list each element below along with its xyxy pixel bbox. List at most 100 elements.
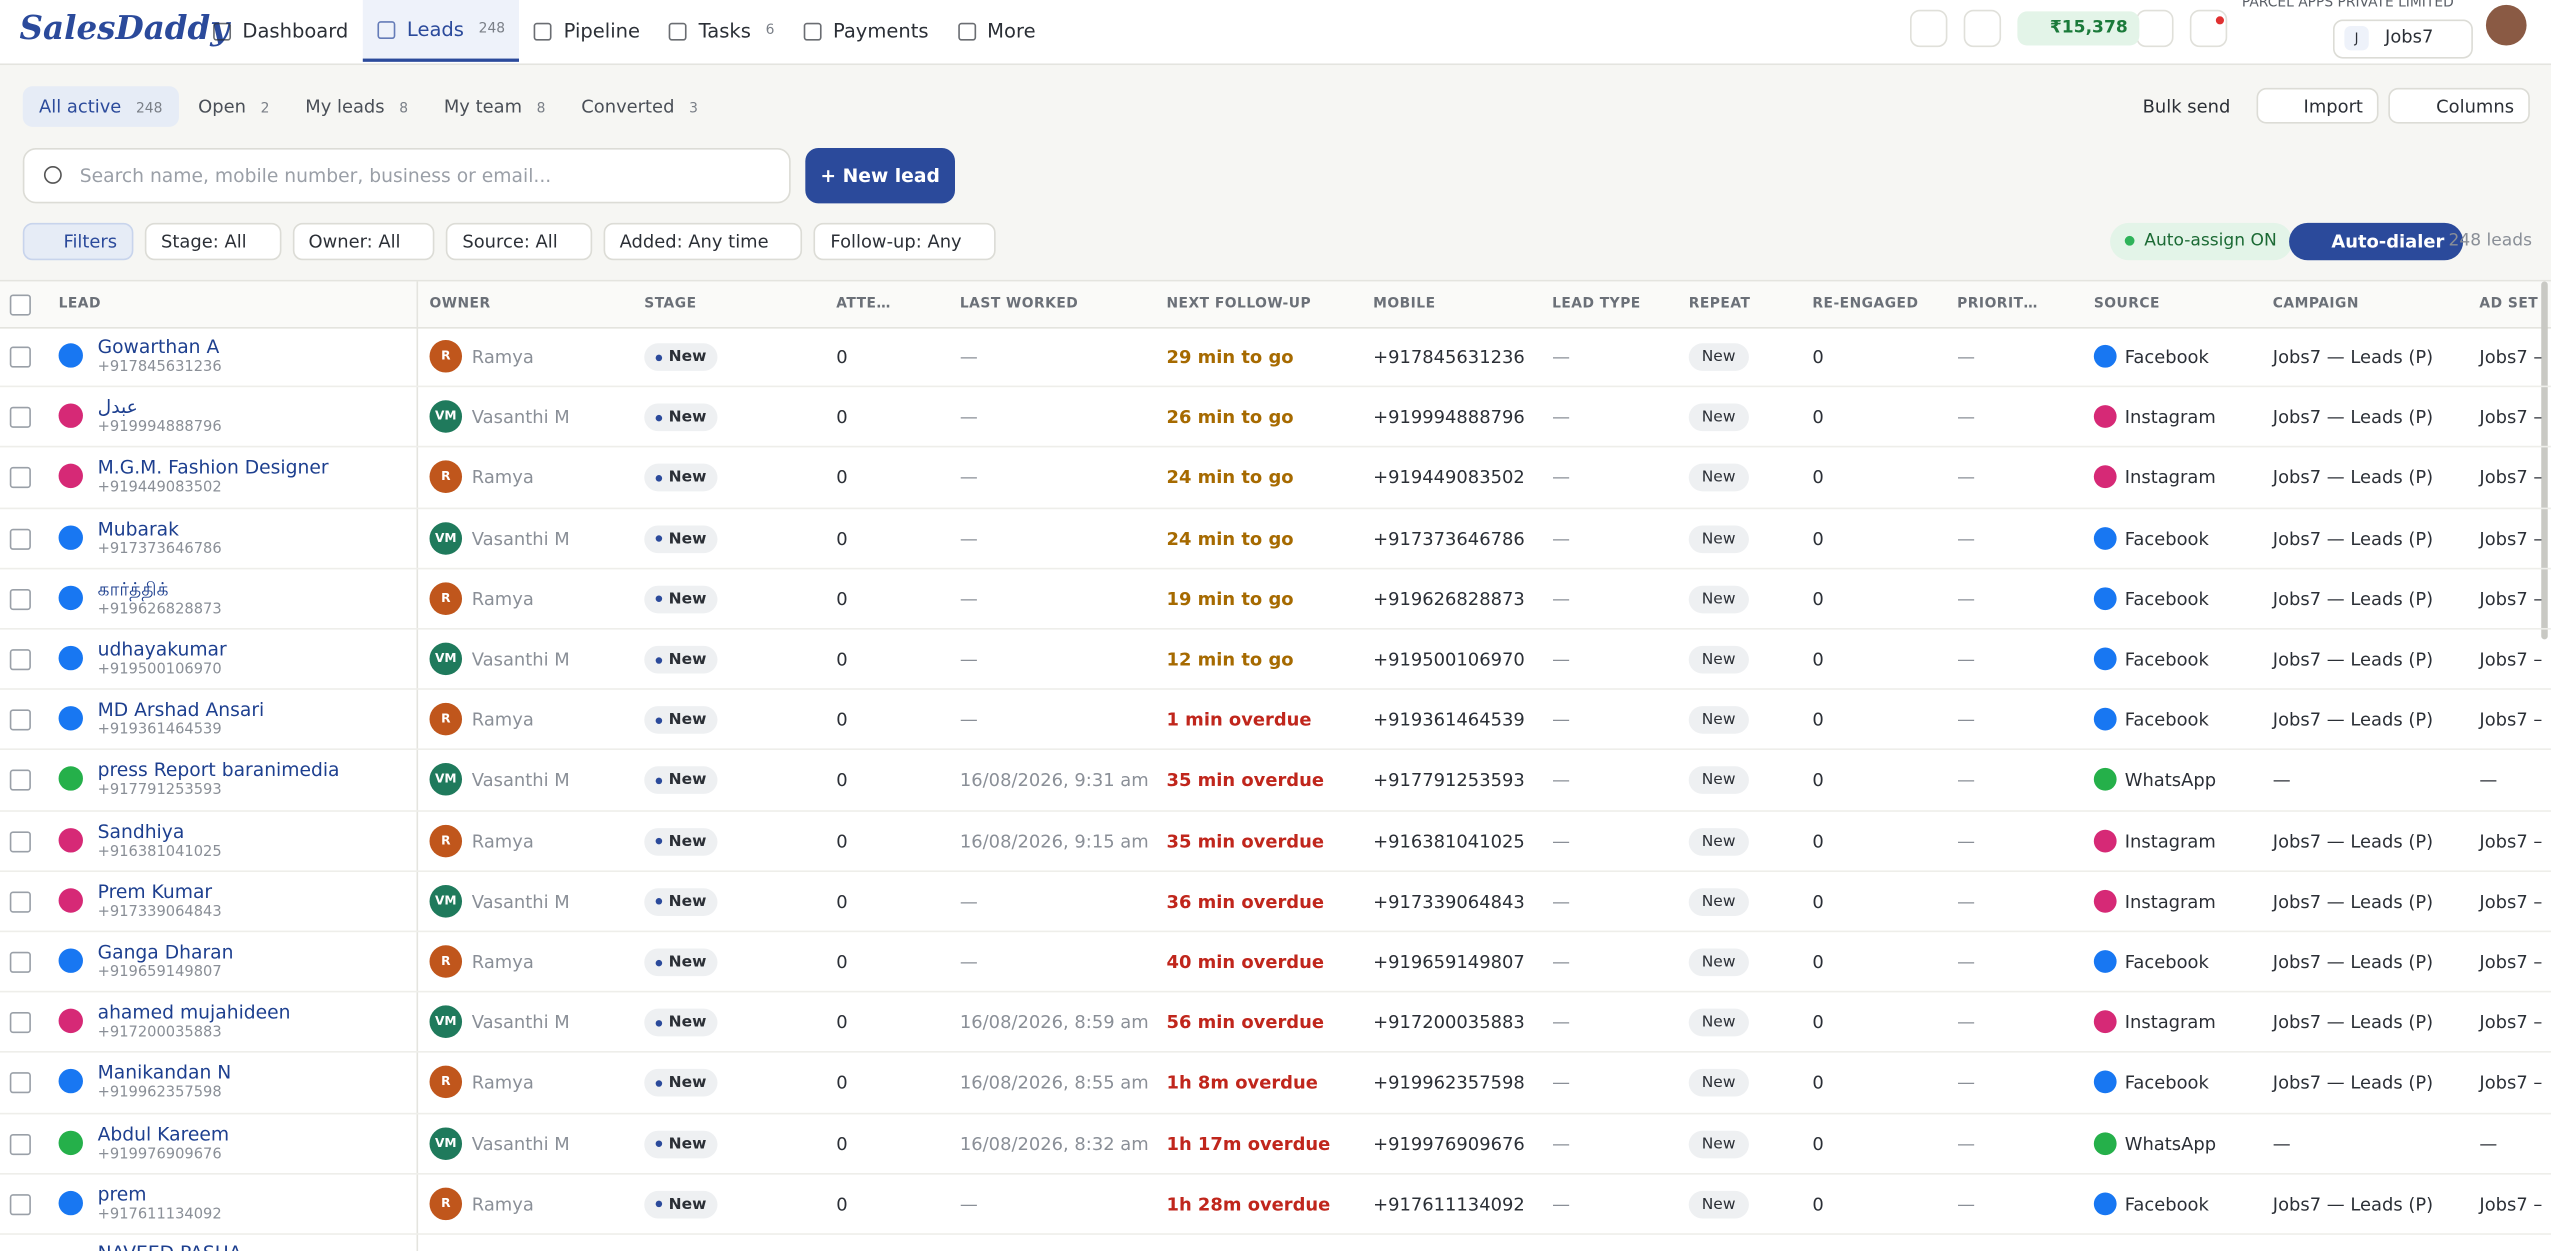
nav-item[interactable]: More [943, 0, 1050, 62]
header-row [0, 281, 2551, 329]
owner-avatar: R [429, 945, 463, 978]
workspace-select[interactable]: J Jobs7 [2332, 19, 2473, 59]
lead-name[interactable]: Abdul Kareem [97, 1121, 230, 1145]
owner-avatar: VM [429, 1005, 463, 1039]
row-checkbox[interactable] [9, 1133, 31, 1155]
tab[interactable]: Open 2 [182, 86, 286, 127]
tab[interactable]: My leads 8 [289, 86, 424, 127]
icon-button[interactable] [2136, 9, 2174, 48]
action-button[interactable]: Bulk send [2142, 95, 2231, 118]
lead-row[interactable]: Sandhiya +916381041025 R Ramya New 0 16/08/202… [0, 811, 2551, 872]
filters-button[interactable]: Filters [22, 222, 134, 261]
priority: — [1957, 1133, 1976, 1155]
row-checkbox[interactable] [9, 649, 31, 671]
nav-item[interactable]: Dashboard [198, 0, 362, 62]
lead-name[interactable]: Ganga Dharan [97, 940, 234, 964]
lead-name[interactable]: udhayakumar [97, 637, 227, 661]
filter-dropdown[interactable]: Follow-up: Any [814, 222, 996, 261]
priority: — [1957, 528, 1976, 550]
lead-name[interactable]: M.G.M. Fashion Designer [97, 456, 329, 479]
icon-button[interactable] [1963, 9, 2002, 48]
row-checkbox[interactable] [9, 1193, 31, 1215]
ad-set: Jobs7 – [2479, 346, 2543, 368]
nav-item[interactable]: Payments [789, 0, 943, 62]
row-checkbox[interactable] [9, 407, 31, 429]
priority: — [1957, 1012, 1976, 1034]
row-checkbox[interactable] [9, 528, 31, 550]
source-icon [2093, 526, 2117, 550]
lead-row[interactable]: NAVEED PASHA [0, 1235, 2551, 1251]
new-lead-button[interactable]: + New lead [805, 148, 955, 204]
campaign: Jobs7 — Leads (P) [2272, 1193, 2434, 1215]
nav-item[interactable]: Pipeline [520, 0, 655, 62]
row-checkbox[interactable] [9, 346, 31, 368]
lead-row[interactable]: Abdul Kareem +919976909676 VM Vasanthi M New… [0, 1114, 2551, 1175]
nav-item[interactable]: Tasks 6 [655, 0, 789, 62]
attempts: 0 [836, 1012, 848, 1034]
action-button[interactable]: Import [2256, 87, 2380, 124]
lead-row[interactable]: Mubarak +917373646786 VM Vasanthi M New 0—24 … [0, 509, 2551, 570]
tab-label: Converted [581, 95, 675, 118]
user-avatar[interactable] [2485, 4, 2527, 46]
icon-button[interactable] [2189, 9, 2228, 48]
lead-row[interactable]: ahamed mujahideen +917200035883 VM Vasanthi… [0, 993, 2551, 1054]
tab[interactable]: All active 248 [22, 86, 179, 127]
filter-dropdown[interactable]: Source: All [446, 222, 592, 261]
search-box[interactable]: Search name, mobile number, business or … [22, 148, 791, 204]
row-checkbox[interactable] [9, 1072, 31, 1094]
row-checkbox[interactable] [9, 891, 31, 913]
row-checkbox[interactable] [9, 951, 31, 973]
lead-name[interactable]: Gowarthan A [97, 335, 220, 358]
repeat-pill: New [1688, 343, 1749, 371]
lead-name[interactable]: கார்த்திக் [97, 577, 169, 600]
lead-row[interactable]: Prem Kumar +917339064843 VM Vasanthi M New 0—… [0, 872, 2551, 933]
row-checkbox[interactable] [9, 709, 31, 731]
row-checkbox[interactable] [9, 770, 31, 792]
lead-row[interactable]: Manikandan N +919962357598 R Ramya New 0 16/08… [0, 1053, 2551, 1114]
campaign: Jobs7 — Leads (P) [2272, 467, 2434, 489]
icon-button[interactable] [1909, 9, 1948, 48]
filter-dropdown[interactable]: Owner: All [292, 222, 435, 261]
lead-row[interactable]: press Report baranimedia +917791253593 VM V… [0, 751, 2551, 812]
lead-row[interactable]: கார்த்திக் +919626828873 R Ramya New 0—19 min… [0, 569, 2551, 630]
lead-row[interactable]: Gowarthan A +917845631236 R Ramya New 0—29 mi… [0, 327, 2551, 388]
lead-row[interactable]: MD Arshad Ansari +919361464539 R Ramya New 0—… [0, 690, 2551, 751]
lead-name[interactable]: MD Arshad Ansari [97, 698, 265, 722]
lead-name[interactable]: press Report baranimedia [97, 758, 340, 782]
row-checkbox[interactable] [9, 467, 31, 489]
tab[interactable]: Converted 3 [565, 86, 714, 127]
lead-row[interactable]: عبدل +919994888796 VM Vasanthi M New 0—26 min… [0, 388, 2551, 449]
lead-row[interactable]: udhayakumar +919500106970 VM Vasanthi M New 0… [0, 630, 2551, 691]
lead-name[interactable]: Sandhiya [97, 819, 185, 843]
re-engaged: 0 [1812, 830, 1824, 852]
lead-name[interactable]: Prem Kumar [97, 879, 213, 903]
row-checkbox[interactable] [9, 588, 31, 610]
lead-row[interactable]: Ganga Dharan +919659149807 R Ramya New 0—40 m… [0, 932, 2551, 993]
lead-name[interactable]: ahamed mujahideen [97, 1000, 291, 1024]
action-button[interactable]: Columns [2388, 87, 2531, 124]
lead-name[interactable]: NAVEED PASHA [98, 1241, 242, 1251]
source-name: WhatsApp [2124, 1133, 2217, 1155]
owner-name: Ramya [471, 588, 534, 610]
lead-row[interactable]: M.G.M. Fashion Designer +919449083502 R Ram… [0, 448, 2551, 509]
lead-name[interactable]: Mubarak [97, 516, 179, 540]
lead-name[interactable]: prem [97, 1182, 147, 1206]
nav-item[interactable]: Leads 248 [362, 0, 520, 62]
balance[interactable]: ₹15,378 [2017, 11, 2140, 46]
filter-dropdown[interactable]: Added: Any time [603, 222, 803, 261]
tab[interactable]: My team 8 [428, 86, 562, 127]
last-worked: 16/08/2026, 9:31 am [959, 770, 1149, 792]
row-checkbox[interactable] [9, 1012, 31, 1034]
re-engaged: 0 [1812, 649, 1824, 671]
filter-dropdown[interactable]: Stage: All [144, 222, 281, 261]
lead-name[interactable]: Manikandan N [97, 1061, 232, 1085]
search-icon [43, 165, 62, 184]
lead-name[interactable]: عبدل [97, 395, 138, 419]
select-all[interactable] [9, 294, 31, 316]
auto-dialer[interactable]: Auto-dialer [2289, 222, 2464, 261]
stage-pill: New [644, 524, 718, 553]
lead-phone: +919626828873 [97, 601, 222, 618]
auto-assign[interactable]: Auto-assign ON [2110, 222, 2294, 261]
row-checkbox[interactable] [9, 830, 31, 852]
lead-row[interactable]: prem +917611134092 R Ramya New 0—1h 28m overd… [0, 1174, 2551, 1235]
